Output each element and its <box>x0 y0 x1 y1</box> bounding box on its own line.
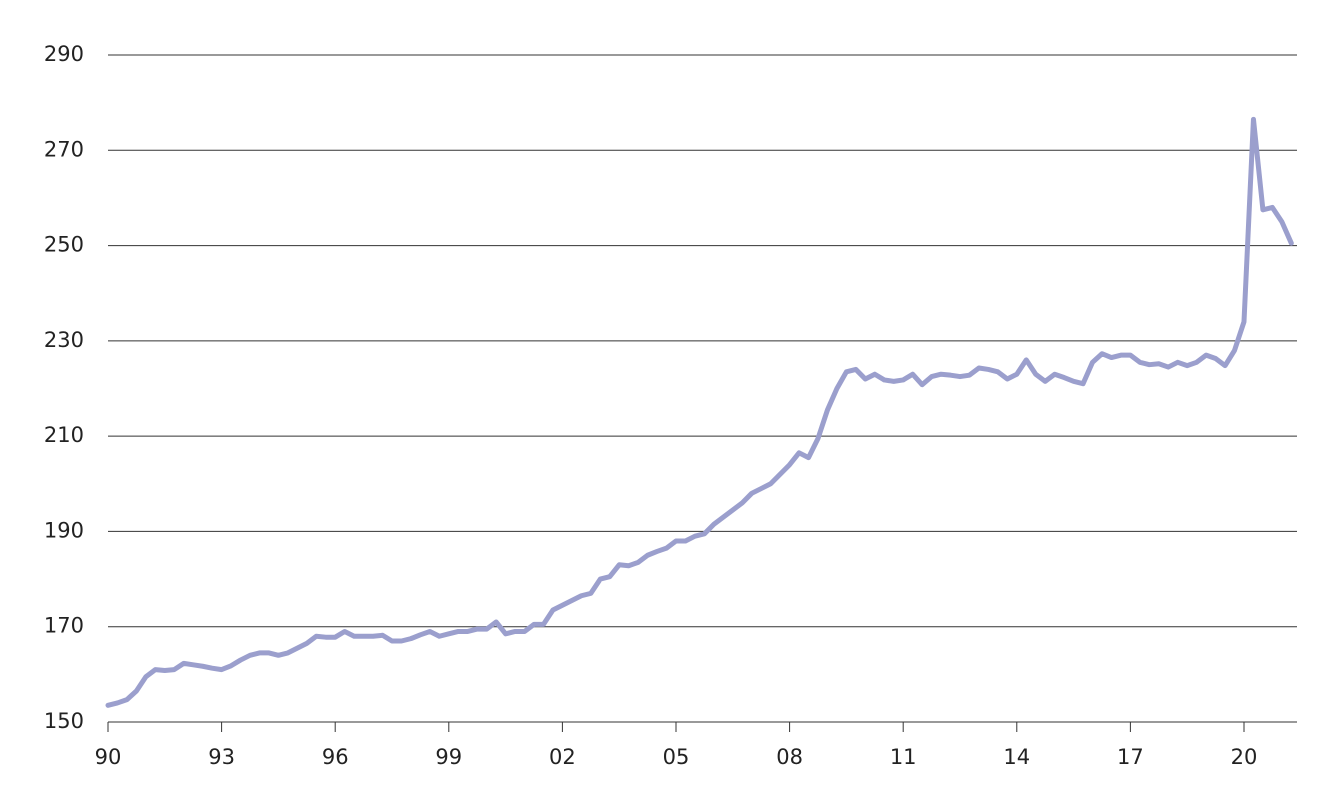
y-tick-label: 250 <box>44 233 84 257</box>
line <box>105 116 1294 708</box>
x-tick-label: 96 <box>322 745 349 769</box>
y-tick-label: 170 <box>44 614 84 638</box>
x-tick-label: 02 <box>549 745 576 769</box>
x-tick-label: 99 <box>435 745 462 769</box>
y-tick-label: 290 <box>44 42 84 66</box>
x-tick-label: 08 <box>776 745 803 769</box>
x-tick-label: 11 <box>890 745 917 769</box>
x-tick-label: 14 <box>1003 745 1030 769</box>
x-tick-label: 05 <box>663 745 690 769</box>
y-tick-label: 230 <box>44 328 84 352</box>
y-tick-label: 190 <box>44 518 84 542</box>
y-tick-label: 150 <box>44 709 84 733</box>
x-tick-label: 17 <box>1117 745 1144 769</box>
y-tick-label: 210 <box>44 423 84 447</box>
x-tick-label: 20 <box>1231 745 1258 769</box>
x-tick-label: 90 <box>95 745 122 769</box>
y-tick-label: 270 <box>44 137 84 161</box>
x-tick-label: 93 <box>208 745 235 769</box>
